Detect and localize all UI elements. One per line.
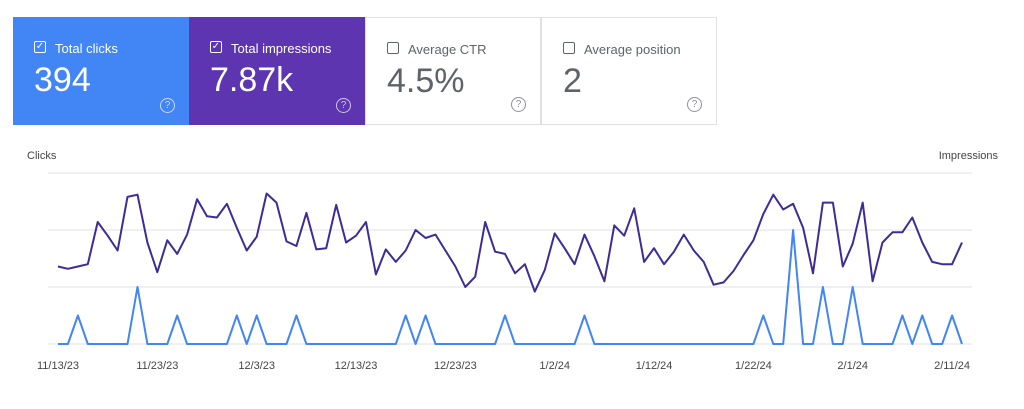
metric-label-text: Total impressions [231,41,332,56]
x-tick-label: 2/1/24 [837,360,868,372]
metric-label: Total impressions [211,41,331,56]
metric-label-text: Average position [584,42,681,57]
metric-label-text: Average CTR [408,42,487,57]
help-icon: ? [511,97,526,112]
checkbox[interactable]: ✓ [34,41,46,53]
metric-card[interactable]: ✓ Total clicks 394? [13,17,189,125]
metric-card[interactable]: ✓ Total impressions 7.87k? [189,17,365,125]
checkbox[interactable] [563,42,575,54]
series-line [58,229,963,345]
x-tick-label: 1/22/24 [735,360,772,372]
metric-card[interactable]: Average position 2? [541,17,717,125]
checkbox[interactable]: ✓ [210,41,222,53]
y-axis-label: Clicks [27,150,57,162]
metric-value: 2 [563,62,582,100]
x-tick-label: 1/12/24 [636,360,673,372]
x-tick-label: 1/2/24 [539,360,570,372]
x-tick-label: 2/11/24 [934,360,970,372]
x-tick-label: 11/23/23 [136,360,178,372]
help-icon: ? [687,97,702,112]
x-tick-label: 12/3/23 [238,360,275,372]
metric-label: Average position [564,42,681,57]
metric-label-text: Total clicks [55,41,118,56]
x-tick-label: 12/23/23 [434,360,477,372]
metric-value: 4.5% [387,62,465,100]
series-line [57,192,963,293]
help-icon: ? [160,98,175,113]
x-tick-label: 11/13/23 [37,360,79,372]
metric-label: Average CTR [388,42,487,57]
metric-value: 7.87k [210,61,294,99]
help-icon: ? [336,98,351,113]
x-tick-label: 12/13/23 [335,360,378,372]
checkbox[interactable] [387,42,399,54]
metric-label: Total clicks [35,41,118,56]
metric-card[interactable]: Average CTR 4.5%? [365,17,541,125]
metric-value: 394 [34,61,91,99]
y2-axis-label: Impressions [939,150,999,162]
